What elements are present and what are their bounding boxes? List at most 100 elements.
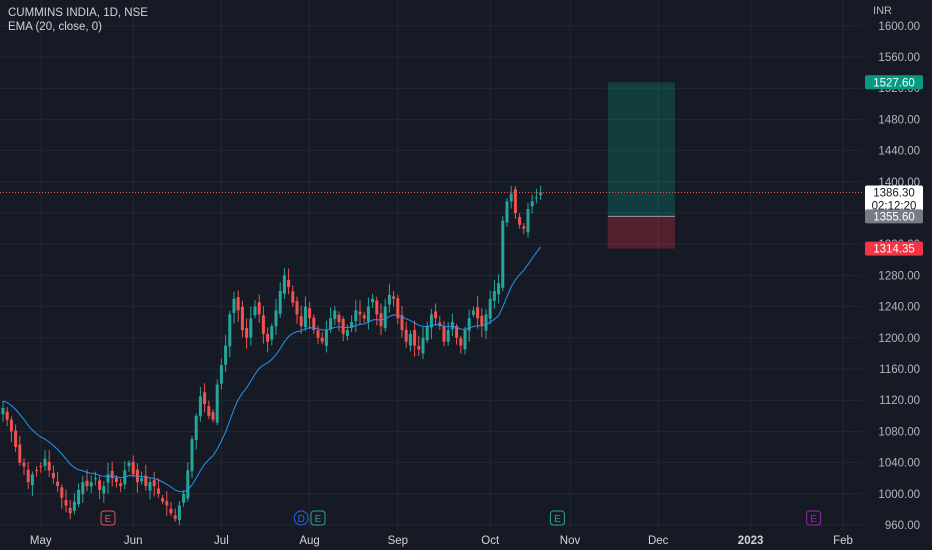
candle [219,365,223,384]
candle [257,302,261,315]
candle [215,384,219,423]
candle [320,337,324,342]
candle [408,333,412,346]
candle [341,318,345,334]
candle [324,330,328,346]
candle [438,322,442,327]
candle [203,392,207,405]
candle [102,486,106,494]
x-tick-label: Jun [124,535,143,547]
position-profit-zone[interactable] [607,82,675,217]
candle [114,477,118,483]
candle [509,193,513,202]
candle [169,508,173,514]
position-loss-zone[interactable] [607,216,675,249]
candle [459,338,463,346]
candle [236,297,240,311]
candle [333,310,337,320]
candle [488,298,492,319]
candle [513,189,517,213]
y-tick-label: 1560.00 [878,52,920,64]
event-marker[interactable] [549,510,565,526]
candle [30,474,34,486]
candle [1,408,5,415]
event-marker[interactable] [100,510,116,526]
candle [207,406,211,416]
candle [152,480,156,486]
candle [387,294,391,305]
candle [366,306,370,322]
candle [261,315,265,334]
price-label-box [865,241,923,256]
candle [253,306,257,316]
candle [165,501,169,506]
candle [429,314,433,328]
candle [383,306,387,329]
candle [522,226,526,229]
candle [173,515,177,519]
price-label: 1527.60 [873,77,915,89]
candle [278,291,282,314]
y-tick-label: 1480.00 [878,114,920,126]
candle [85,480,89,486]
candle [77,489,81,505]
y-tick-label: 1200.00 [878,333,920,345]
candle [194,415,198,440]
candle [287,279,291,288]
candle [492,291,496,301]
candle [72,501,76,511]
x-tick-label: Feb [833,535,853,547]
candle [274,310,278,327]
event-marker[interactable] [806,510,822,526]
candle [476,307,480,319]
candle [303,306,307,328]
candle [312,317,316,330]
candle [224,345,228,365]
candle [526,209,530,233]
ema-line [2,246,542,493]
event-marker-label: E [105,514,112,525]
event-marker[interactable] [310,510,326,526]
candle [329,318,333,330]
x-tick-label: May [30,535,52,547]
candle [56,481,60,486]
candle [316,330,320,338]
candle [9,419,13,432]
event-marker-label: E [810,514,817,525]
candle [89,482,93,487]
y-tick-label: 1080.00 [878,426,920,438]
candle [249,318,253,338]
candle [22,462,26,467]
candle [501,220,505,288]
candle [463,330,467,350]
candle [446,330,450,342]
candle [190,439,194,472]
candle [64,500,68,506]
y-tick-label: 1240.00 [878,302,920,314]
x-tick-label: Jul [214,535,229,547]
candle [299,316,303,327]
x-tick-label: Nov [560,535,581,547]
price-label-box [865,209,923,224]
candle [425,326,429,341]
candle [396,298,400,319]
price-label: 1314.35 [873,244,915,256]
symbol-title: CUMMINS INDIA, 1D, NSE [8,7,148,19]
event-marker[interactable] [293,510,309,526]
candle [232,298,236,313]
price-label-box [865,75,923,90]
candle [35,469,39,471]
candle [266,333,270,342]
y-tick-label: 1280.00 [878,270,920,282]
candle [106,474,110,483]
candle [497,283,501,295]
candle [144,475,148,486]
y-tick-label: 1120.00 [879,395,920,407]
candle [539,192,543,196]
candle [211,412,215,420]
candle [148,482,152,491]
candle [455,326,459,338]
candle [392,296,396,299]
